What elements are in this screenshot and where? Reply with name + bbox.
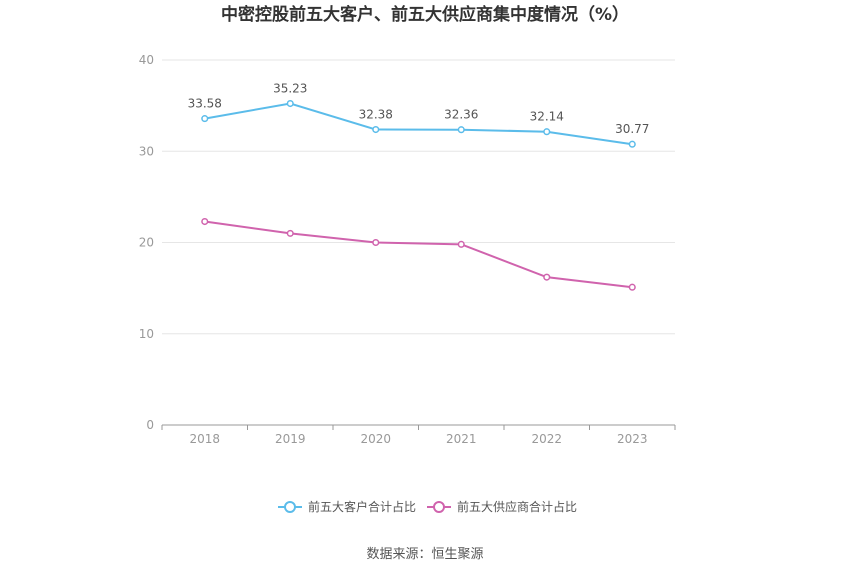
- data-point[interactable]: [372, 238, 380, 247]
- grid-lines: [162, 59, 675, 335]
- axes: 0 10 20 30 40 2018 2019 2020 2021 2022 2023: [139, 53, 676, 446]
- data-label: 32.14: [530, 110, 564, 124]
- data-point[interactable]: [201, 115, 209, 123]
- y-tick-label: 10: [139, 327, 154, 341]
- data-point[interactable]: [372, 125, 380, 134]
- x-tick-label: 2020: [360, 432, 391, 446]
- data-label: 30.77: [615, 122, 649, 136]
- source-note: 数据来源：恒生聚源: [366, 547, 483, 562]
- series-line-2: [204, 220, 633, 289]
- data-point[interactable]: [628, 283, 636, 291]
- legend[interactable]: 前五大客户合计占比 前五大供应商合计占比: [278, 499, 577, 514]
- chart-title: 中密控股前五大客户、前五大供应商集中度情况（%）: [221, 4, 629, 25]
- legend-item-1[interactable]: 前五大客户合计占比: [278, 499, 416, 514]
- y-tick-label: 40: [139, 53, 154, 67]
- legend-label: 前五大供应商合计占比: [457, 499, 577, 514]
- data-label: 32.36: [444, 108, 478, 122]
- data-label: 33.58: [188, 97, 222, 111]
- x-tick-label: 2023: [617, 432, 648, 446]
- legend-marker: [433, 501, 445, 513]
- legend-label: 前五大客户合计占比: [308, 499, 416, 514]
- x-tick-label: 2021: [446, 432, 477, 446]
- x-tick-label: 2018: [189, 432, 220, 446]
- data-point[interactable]: [286, 229, 294, 237]
- x-tick-label: 2019: [275, 432, 306, 446]
- legend-marker: [284, 501, 296, 513]
- data-point[interactable]: [543, 128, 551, 136]
- data-point[interactable]: [543, 273, 551, 281]
- y-tick-label: 0: [146, 418, 154, 432]
- data-point[interactable]: [628, 140, 636, 148]
- data-point[interactable]: [457, 126, 465, 134]
- data-point[interactable]: [457, 240, 465, 248]
- data-point[interactable]: [201, 217, 209, 226]
- legend-item-2[interactable]: 前五大供应商合计占比: [427, 499, 577, 514]
- data-point[interactable]: [286, 99, 294, 108]
- y-tick-label: 30: [139, 144, 154, 158]
- data-label: 35.23: [273, 82, 307, 96]
- y-tick-label: 20: [139, 236, 154, 250]
- x-tick-label: 2022: [531, 432, 562, 446]
- series-layer: 33.58 35.23 32.38 32.36 32.14 30.77: [188, 82, 649, 291]
- data-label: 32.38: [359, 108, 393, 122]
- series-line-1: [204, 102, 633, 146]
